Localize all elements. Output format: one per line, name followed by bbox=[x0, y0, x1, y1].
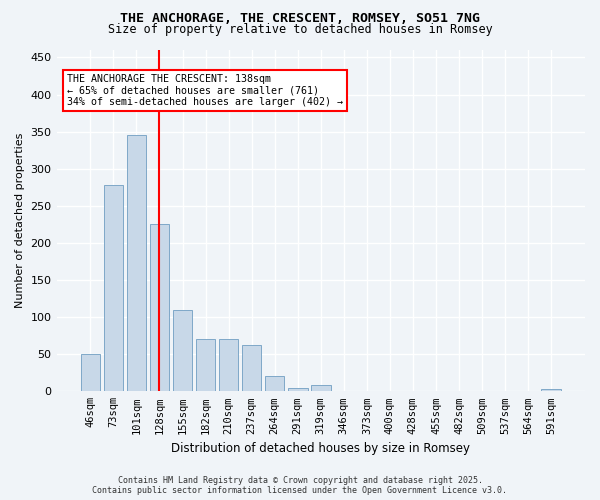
Text: THE ANCHORAGE THE CRESCENT: 138sqm
← 65% of detached houses are smaller (761)
34: THE ANCHORAGE THE CRESCENT: 138sqm ← 65%… bbox=[67, 74, 343, 107]
Bar bbox=[541, 389, 561, 392]
X-axis label: Distribution of detached houses by size in Romsey: Distribution of detached houses by size … bbox=[171, 442, 470, 455]
Bar bbox=[173, 310, 193, 392]
Bar bbox=[219, 338, 238, 392]
Bar bbox=[311, 386, 331, 392]
Bar bbox=[196, 338, 215, 392]
Text: THE ANCHORAGE, THE CRESCENT, ROMSEY, SO51 7NG: THE ANCHORAGE, THE CRESCENT, ROMSEY, SO5… bbox=[120, 12, 480, 26]
Bar bbox=[403, 390, 423, 392]
Bar bbox=[265, 376, 284, 392]
Text: Size of property relative to detached houses in Romsey: Size of property relative to detached ho… bbox=[107, 22, 493, 36]
Bar bbox=[357, 390, 377, 392]
Bar bbox=[127, 136, 146, 392]
Bar bbox=[242, 344, 262, 392]
Bar bbox=[288, 388, 308, 392]
Bar bbox=[149, 224, 169, 392]
Y-axis label: Number of detached properties: Number of detached properties bbox=[15, 133, 25, 308]
Text: Contains HM Land Registry data © Crown copyright and database right 2025.
Contai: Contains HM Land Registry data © Crown c… bbox=[92, 476, 508, 495]
Bar bbox=[104, 185, 123, 392]
Bar bbox=[80, 354, 100, 392]
